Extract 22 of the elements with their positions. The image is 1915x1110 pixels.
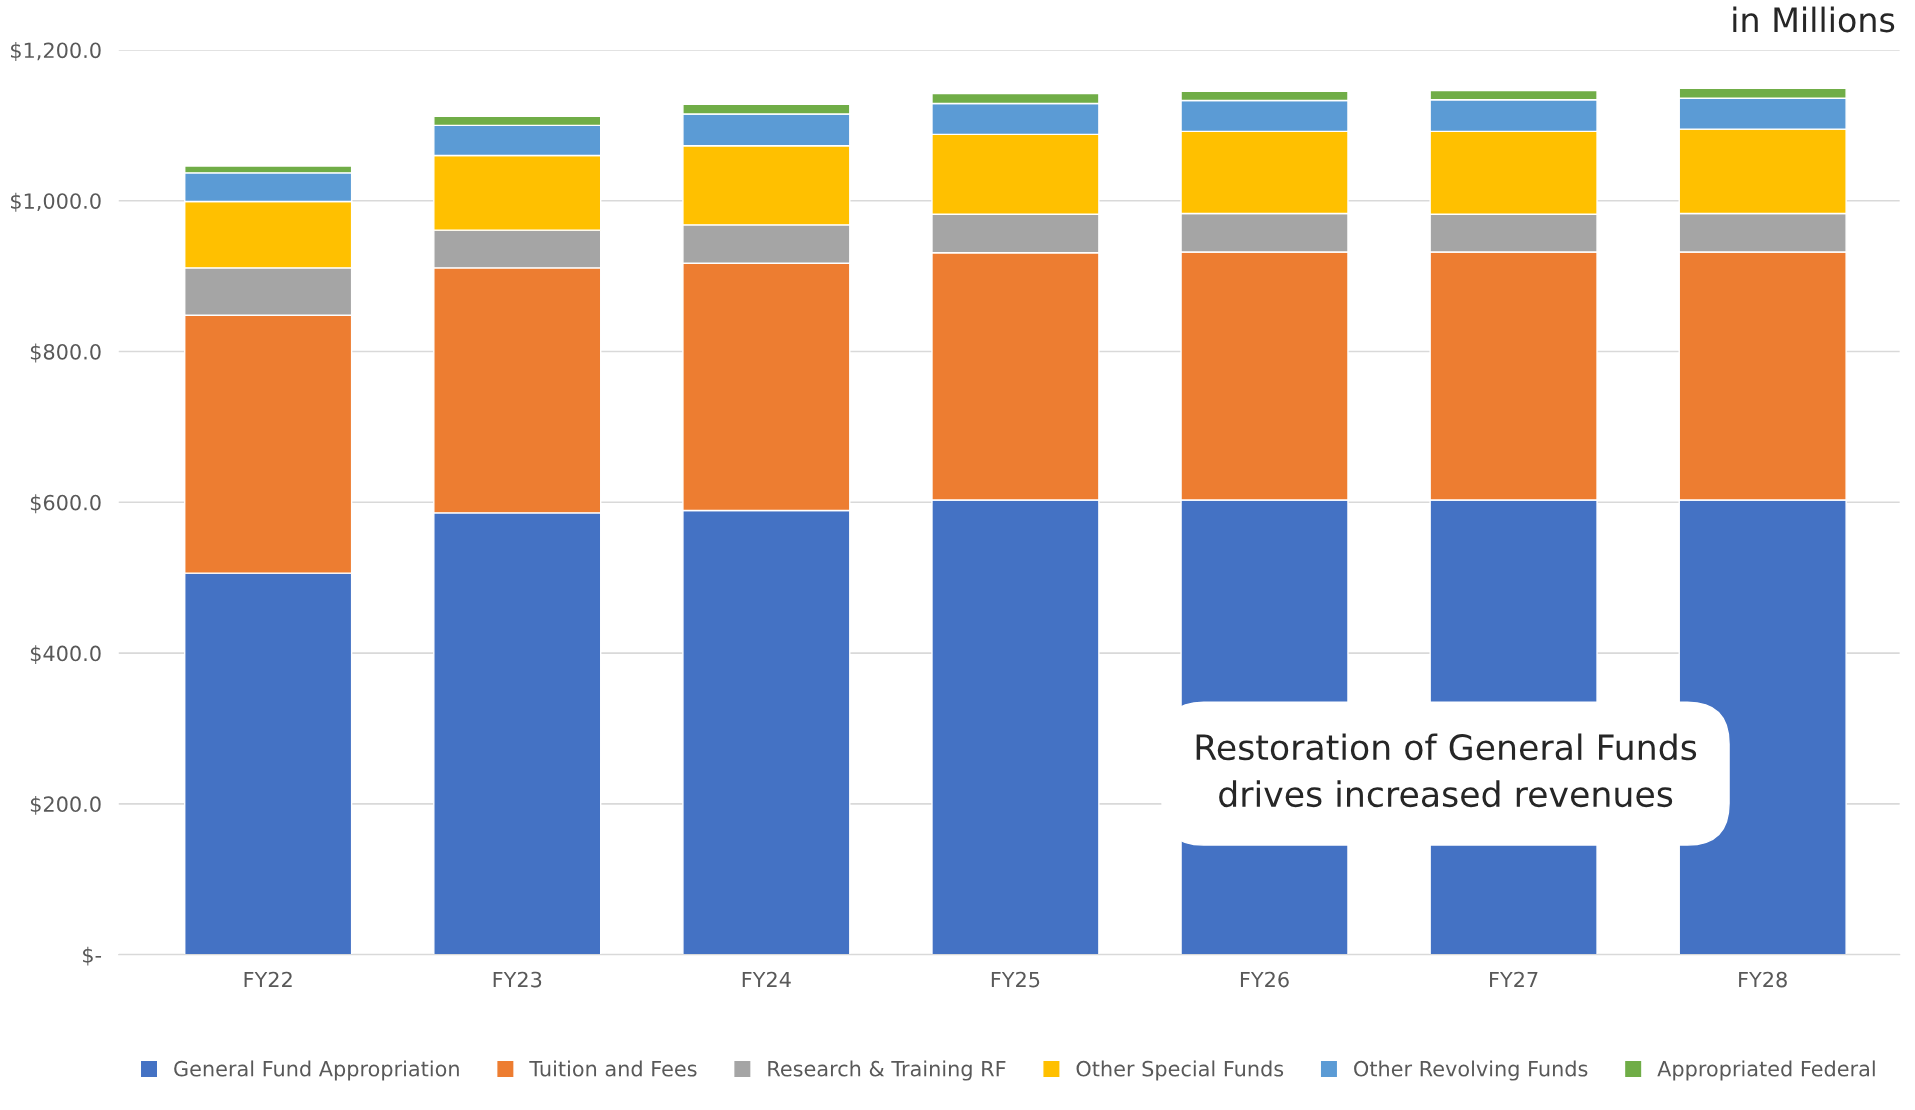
y-tick-label: $200.0 xyxy=(30,795,101,815)
legend-label: Appropriated Federal xyxy=(1657,1060,1875,1081)
legend-label: General Fund Appropriation xyxy=(174,1060,459,1081)
x-tick-label: FY26 xyxy=(1240,971,1289,988)
legend-label: Other Special Funds xyxy=(1076,1060,1284,1081)
chart-subtitle: in Millions xyxy=(1733,6,1895,33)
annotation: Restoration of General Funds drives increased revenues xyxy=(1196,733,1697,808)
x-tick-label: FY23 xyxy=(493,971,542,988)
legend-label: Other Revolving Funds xyxy=(1354,1060,1588,1081)
legend-label: Tuition and Fees xyxy=(529,1060,697,1077)
y-tick-label: $1,200.0 xyxy=(11,42,101,61)
x-tick-label: FY28 xyxy=(1739,971,1787,988)
y-tick-label: $600.0 xyxy=(30,494,101,514)
x-tick-label: FY25 xyxy=(991,971,1040,988)
x-tick-label: FY22 xyxy=(244,971,292,988)
y-tick-label: $400.0 xyxy=(30,645,101,665)
x-tick-label: FY27 xyxy=(1490,971,1538,988)
legend-label: Research & Training RF xyxy=(768,1060,1006,1081)
y-tick-label: $1,000.0 xyxy=(11,192,101,212)
y-tick-label: $800.0 xyxy=(30,343,101,363)
y-tick-label: $- xyxy=(83,946,102,966)
x-tick-label: FY24 xyxy=(742,971,791,988)
